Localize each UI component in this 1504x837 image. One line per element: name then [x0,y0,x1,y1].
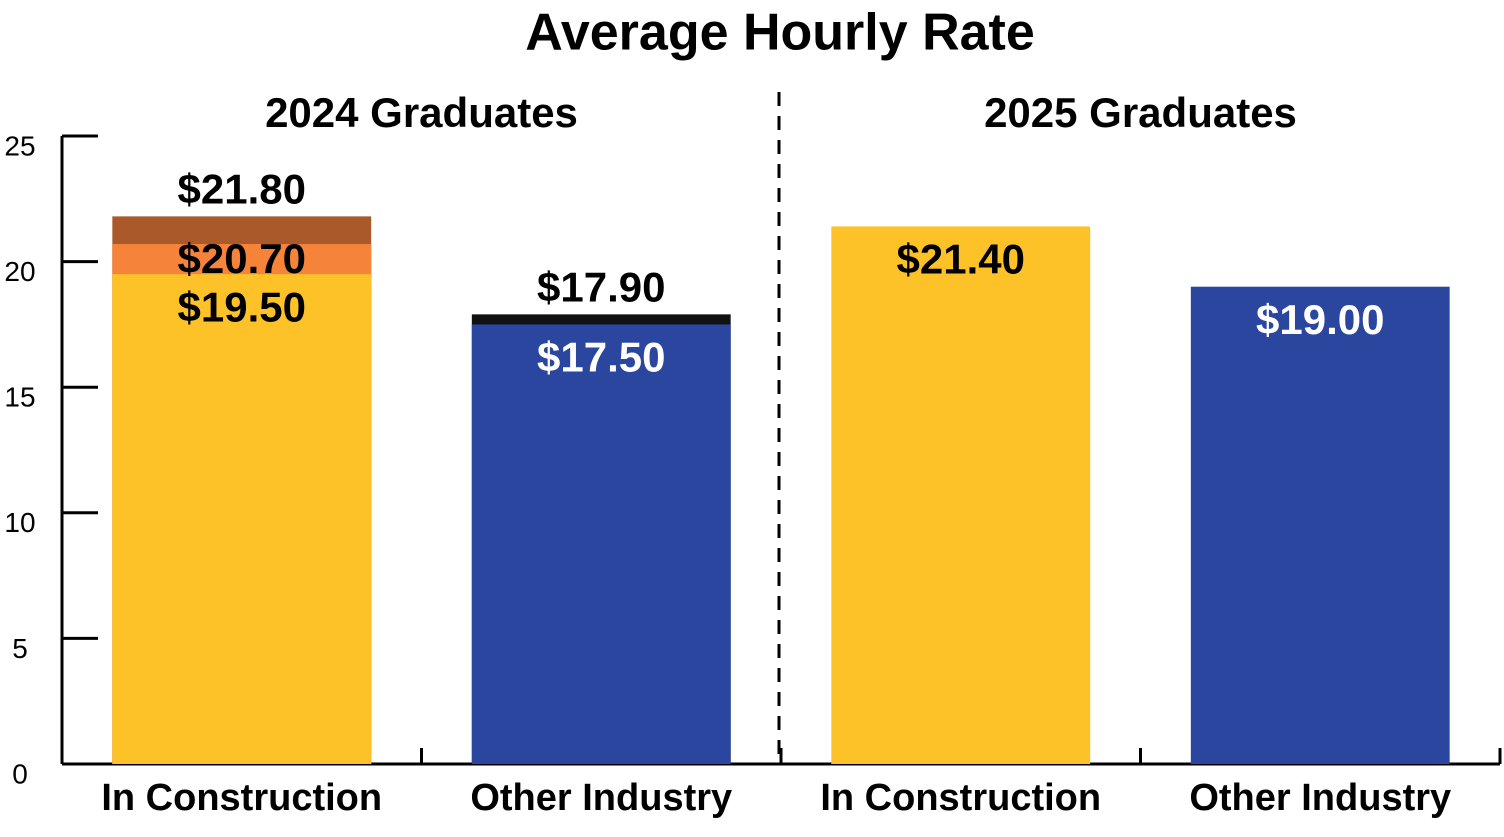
x-tick-label: In Construction [101,777,382,819]
value-label: $17.90 [537,263,665,310]
group-title: 2025 Graduates [984,89,1297,136]
value-label: $21.80 [178,165,306,212]
y-tick-label: 10 [4,507,35,538]
bar [1190,286,1450,764]
y-tick-label: 5 [12,633,28,664]
value-label: $19.50 [178,283,306,330]
y-tick-label: 20 [4,256,35,287]
group-title: 2024 Graduates [265,89,578,136]
bar [471,324,731,764]
y-tick-label: 25 [4,130,35,161]
chart-title: Average Hourly Rate [525,4,1035,62]
bar [831,226,1091,764]
value-label: $17.50 [537,333,665,380]
y-tick-label: 15 [4,382,35,413]
x-tick-label: Other Industry [1189,777,1451,819]
value-label: $21.40 [897,236,1025,283]
x-tick-label: In Construction [820,777,1101,819]
value-label: $20.70 [178,235,306,282]
y-tick-label: 0 [12,758,28,789]
bar [112,274,372,764]
value-label: $19.00 [1256,296,1384,343]
x-tick-label: Other Industry [470,777,732,819]
